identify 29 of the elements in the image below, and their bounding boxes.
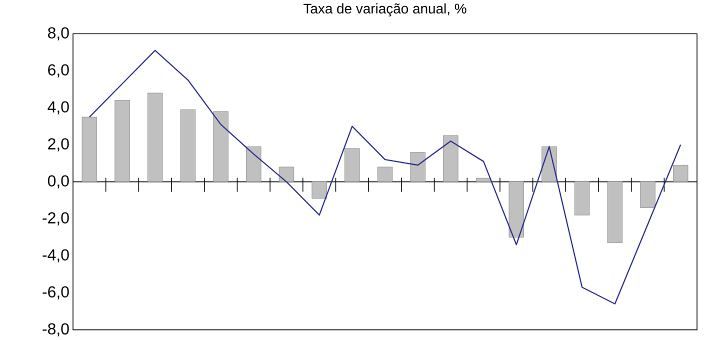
bar — [508, 182, 524, 238]
bar — [673, 165, 688, 182]
bar — [82, 116, 98, 182]
y-tick-label: 4,0 — [48, 101, 69, 115]
bar — [246, 146, 262, 182]
bar — [180, 110, 196, 182]
chart-title: Taxa de variação anual, % — [304, 3, 466, 17]
bar — [574, 182, 590, 216]
bar — [278, 166, 294, 182]
bar — [607, 182, 622, 244]
bar — [443, 135, 458, 182]
bar — [344, 148, 360, 182]
y-tick-label: -6,0 — [42, 286, 69, 300]
y-tick-label: -2,0 — [42, 212, 69, 226]
bar — [476, 178, 492, 182]
bar — [640, 182, 656, 208]
y-tick-label: 0,0 — [48, 175, 69, 189]
bar — [213, 111, 228, 182]
y-tick-label: -4,0 — [42, 249, 69, 263]
y-tick-label: 2,0 — [48, 138, 69, 152]
y-tick-label: 8,0 — [48, 27, 69, 40]
bar — [410, 152, 426, 182]
y-tick-label: -8,0 — [42, 323, 69, 337]
line-series — [88, 50, 682, 305]
bar — [148, 92, 163, 182]
y-tick-label: 6,0 — [48, 64, 69, 78]
bar — [377, 166, 393, 182]
bar — [114, 100, 130, 182]
bar — [312, 182, 327, 199]
